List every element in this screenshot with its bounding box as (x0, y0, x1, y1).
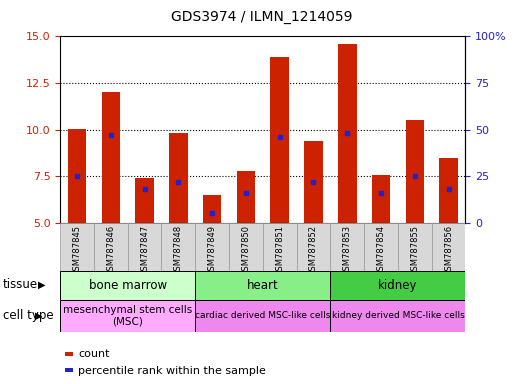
FancyBboxPatch shape (60, 271, 195, 300)
Text: cardiac derived MSC-like cells: cardiac derived MSC-like cells (195, 311, 331, 320)
Text: ▶: ▶ (38, 280, 45, 290)
Bar (270, 57, 289, 223)
Text: ▶: ▶ (35, 311, 42, 321)
Text: mesenchymal stem cells
(MSC): mesenchymal stem cells (MSC) (63, 305, 192, 327)
Bar (236, 170, 255, 223)
Text: GSM787848: GSM787848 (174, 225, 183, 276)
FancyBboxPatch shape (195, 271, 331, 300)
Text: kidney: kidney (378, 279, 418, 291)
Text: GSM787852: GSM787852 (309, 225, 318, 276)
Text: GSM787855: GSM787855 (411, 225, 419, 276)
FancyBboxPatch shape (297, 223, 331, 271)
FancyBboxPatch shape (229, 223, 263, 271)
Text: GSM787850: GSM787850 (242, 225, 251, 276)
Text: GSM787847: GSM787847 (140, 225, 149, 276)
FancyBboxPatch shape (195, 223, 229, 271)
Text: count: count (78, 349, 109, 359)
Text: GSM787856: GSM787856 (444, 225, 453, 276)
Bar (68, 129, 86, 223)
FancyBboxPatch shape (331, 223, 364, 271)
Text: kidney derived MSC-like cells: kidney derived MSC-like cells (332, 311, 464, 320)
FancyBboxPatch shape (60, 223, 94, 271)
Bar (338, 44, 357, 223)
Bar (304, 141, 323, 223)
Text: GDS3974 / ILMN_1214059: GDS3974 / ILMN_1214059 (170, 10, 353, 23)
FancyBboxPatch shape (331, 300, 465, 332)
Bar (439, 157, 458, 223)
Text: GSM787849: GSM787849 (208, 225, 217, 276)
Bar (405, 120, 424, 223)
FancyBboxPatch shape (331, 271, 465, 300)
FancyBboxPatch shape (128, 223, 162, 271)
Bar (101, 92, 120, 223)
FancyBboxPatch shape (398, 223, 431, 271)
Text: bone marrow: bone marrow (88, 279, 167, 291)
FancyBboxPatch shape (94, 223, 128, 271)
Bar (203, 195, 221, 223)
Text: tissue: tissue (3, 278, 38, 291)
Bar (372, 175, 390, 223)
FancyBboxPatch shape (364, 223, 398, 271)
Text: heart: heart (247, 279, 279, 291)
Text: GSM787854: GSM787854 (377, 225, 385, 276)
FancyBboxPatch shape (263, 223, 297, 271)
Bar (135, 178, 154, 223)
FancyBboxPatch shape (60, 300, 195, 332)
Text: percentile rank within the sample: percentile rank within the sample (78, 366, 266, 376)
Text: GSM787851: GSM787851 (275, 225, 284, 276)
Text: GSM787853: GSM787853 (343, 225, 352, 276)
Text: GSM787845: GSM787845 (73, 225, 82, 276)
Text: GSM787846: GSM787846 (106, 225, 115, 276)
Text: cell type: cell type (3, 309, 53, 322)
FancyBboxPatch shape (431, 223, 465, 271)
FancyBboxPatch shape (162, 223, 195, 271)
FancyBboxPatch shape (195, 300, 331, 332)
Bar (169, 133, 188, 223)
